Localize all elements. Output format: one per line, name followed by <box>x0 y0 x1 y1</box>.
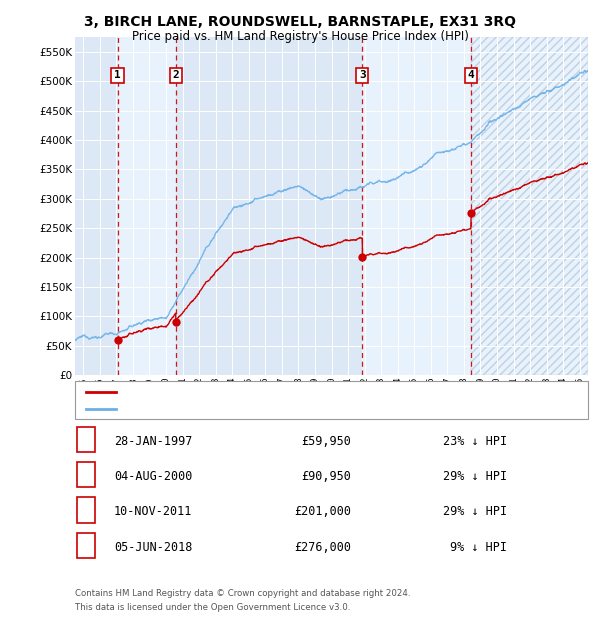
Bar <box>118 37 176 375</box>
Bar <box>176 37 362 375</box>
Text: £59,950: £59,950 <box>301 435 351 448</box>
Text: 3, BIRCH LANE, ROUNDSWELL, BARNSTAPLE, EX31 3RQ: 3, BIRCH LANE, ROUNDSWELL, BARNSTAPLE, E… <box>84 16 516 30</box>
Text: 28-JAN-1997: 28-JAN-1997 <box>114 435 193 448</box>
Text: 4: 4 <box>467 71 475 81</box>
Bar <box>471 37 588 375</box>
Text: 2: 2 <box>172 71 179 81</box>
Text: Contains HM Land Registry data © Crown copyright and database right 2024.: Contains HM Land Registry data © Crown c… <box>75 589 410 598</box>
Text: HPI: Average price, detached house, North Devon: HPI: Average price, detached house, Nort… <box>122 404 398 414</box>
Text: 05-JUN-2018: 05-JUN-2018 <box>114 541 193 554</box>
Text: 3: 3 <box>359 71 365 81</box>
Bar <box>471 37 588 375</box>
Text: £90,950: £90,950 <box>301 470 351 483</box>
Text: £201,000: £201,000 <box>294 505 351 518</box>
Bar <box>362 37 471 375</box>
Text: £276,000: £276,000 <box>294 541 351 554</box>
Text: 29% ↓ HPI: 29% ↓ HPI <box>443 470 507 483</box>
Bar <box>75 37 118 375</box>
Text: 04-AUG-2000: 04-AUG-2000 <box>114 470 193 483</box>
Text: 23% ↓ HPI: 23% ↓ HPI <box>443 435 507 448</box>
Text: 1: 1 <box>114 71 121 81</box>
Text: Price paid vs. HM Land Registry's House Price Index (HPI): Price paid vs. HM Land Registry's House … <box>131 30 469 43</box>
Text: 9% ↓ HPI: 9% ↓ HPI <box>450 541 507 554</box>
Text: 4: 4 <box>83 540 90 551</box>
Text: 3: 3 <box>83 505 90 515</box>
Bar <box>471 37 588 375</box>
Text: 10-NOV-2011: 10-NOV-2011 <box>114 505 193 518</box>
Text: 1: 1 <box>83 434 90 445</box>
Text: 29% ↓ HPI: 29% ↓ HPI <box>443 505 507 518</box>
Text: This data is licensed under the Open Government Licence v3.0.: This data is licensed under the Open Gov… <box>75 603 350 612</box>
Text: 3, BIRCH LANE, ROUNDSWELL, BARNSTAPLE, EX31 3RQ (detached house): 3, BIRCH LANE, ROUNDSWELL, BARNSTAPLE, E… <box>122 387 498 397</box>
Text: 2: 2 <box>83 469 90 480</box>
